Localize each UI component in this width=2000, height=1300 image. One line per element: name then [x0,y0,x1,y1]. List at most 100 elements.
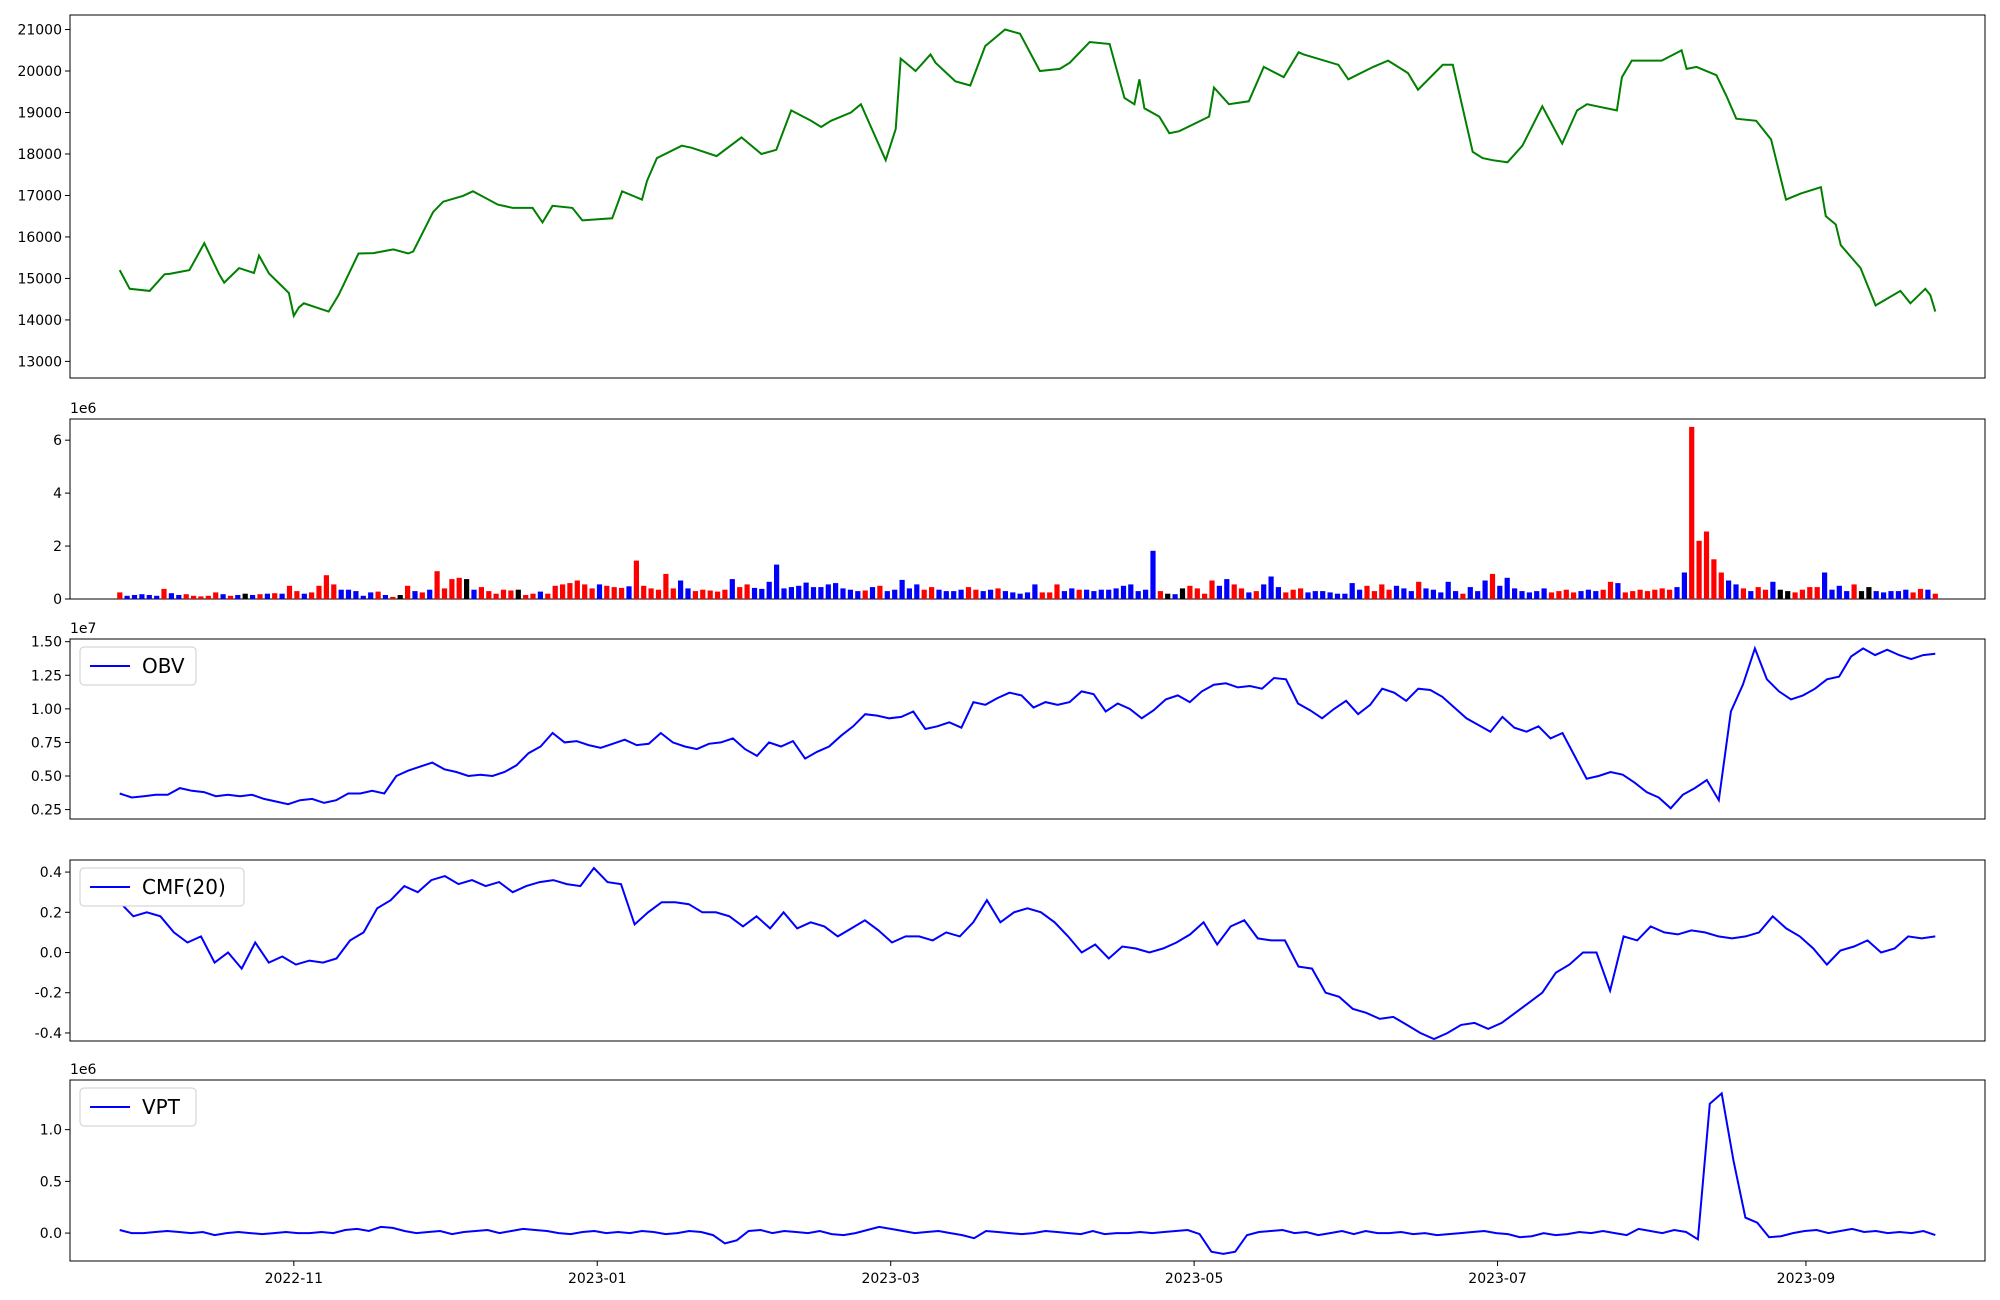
volume-bar [464,579,470,599]
volume-bar [1534,591,1540,599]
obv-panel: 0.25 0.50 0.75 1.00 1.25 1.50 1e7 OBV [31,621,1986,820]
cmf-ytick-label: -0.2 [35,986,62,1002]
volume-offset-label: 1e6 [70,401,97,417]
volume-bar [1822,572,1828,599]
volume-bar [1334,593,1341,599]
volume-bar [1785,591,1791,599]
price-ytick-label: 18000 [17,147,62,163]
volume-bar [1637,589,1643,599]
price-ytick-label: 16000 [17,230,62,246]
volume-bar [869,587,876,599]
volume-bar [906,588,912,599]
volume-bar [1792,592,1798,599]
volume-bar [1261,584,1267,599]
obv-legend-label: OBV [142,654,185,678]
volume-bar [294,591,300,599]
volume-ytick-label: 0 [53,592,62,608]
volume-bar [235,595,241,599]
volume-bar [847,589,853,599]
volume-bar [176,595,182,599]
volume-bar [582,584,588,599]
volume-bar [419,592,425,599]
volume-bar [1526,592,1532,599]
volume-bar [323,575,329,599]
volume-bar [309,592,315,599]
volume-bar [1571,592,1577,599]
volume-bar [493,593,499,599]
volume-bar [1172,594,1178,599]
volume-bar [774,564,780,599]
volume-bar [1762,589,1769,599]
price-ytick-label: 14000 [17,313,62,329]
volume-bar [1777,589,1783,599]
obv-legend: OBV [79,646,197,686]
volume-bar [1836,585,1842,599]
volume-bar [1910,592,1916,599]
volume-bar [1379,584,1385,599]
volume-bar [1098,589,1104,599]
volume-bar [1423,588,1429,599]
volume-bar [796,585,802,599]
volume-bar [781,588,787,599]
volume-bar [899,579,905,599]
obv-ytick-label: 1.50 [31,635,62,651]
volume-bar [1430,589,1436,599]
volume-bar [500,589,507,599]
volume-bar [1438,592,1444,599]
volume-bar [478,587,484,599]
volume-bar [1179,588,1186,599]
volume-bar [1320,591,1326,599]
volume-bar [980,591,986,599]
volume-bar [1408,591,1414,599]
volume-bar [1578,591,1584,599]
obv-offset-label: 1e7 [70,621,96,637]
volume-bar [427,589,433,599]
volume-panel: 0 2 4 6 1e6 [53,401,1986,608]
volume-bar [486,591,492,599]
volume-bar [1556,591,1562,599]
xtick-label: 2023-01 [568,1271,627,1287]
volume-bar [958,589,964,599]
volume-bar [1851,584,1857,599]
cmf-legend: CMF(20) [79,867,245,907]
vpt-panel: 0.0 0.5 1.0 1e6 VPT [40,1062,1986,1262]
cmf-legend-box [79,867,245,907]
price-ytick-label: 17000 [17,188,62,204]
volume-bar [840,588,846,599]
cmf-axes-frame [69,859,1986,1042]
volume-bar [1364,585,1370,599]
volume-bar [139,594,145,599]
volume-bar [1659,588,1665,599]
volume-bar [1453,591,1459,599]
volume-bar [1674,587,1680,599]
volume-bar [1128,584,1134,599]
volume-bar [1135,591,1141,599]
volume-bar [914,584,920,599]
price-ytick-label: 21000 [17,23,62,39]
volume-bar [242,593,248,599]
volume-bar [161,588,167,599]
volume-bar [250,595,256,599]
volume-bar [368,592,374,599]
obv-ytick-label: 0.75 [31,735,62,751]
volume-bar [523,595,529,599]
vpt-offset-label: 1e6 [70,1062,97,1078]
volume-bar [655,589,662,599]
volume-bar [1755,587,1761,599]
volume-bar [375,591,381,599]
volume-bar [803,582,809,599]
obv-axes-frame [69,638,1986,820]
volume-bar [338,589,344,599]
volume-bar [1607,581,1614,599]
volume-bar [124,595,130,599]
volume-bar [833,583,839,599]
volume-bar [286,585,293,599]
xtick-label: 2023-09 [1777,1271,1836,1287]
volume-bar [412,591,418,599]
volume-bar [1829,589,1835,599]
volume-bar [1401,588,1407,599]
volume-bar [810,587,817,599]
obv-ytick-label: 0.25 [31,803,62,819]
volume-bar [1799,589,1805,599]
